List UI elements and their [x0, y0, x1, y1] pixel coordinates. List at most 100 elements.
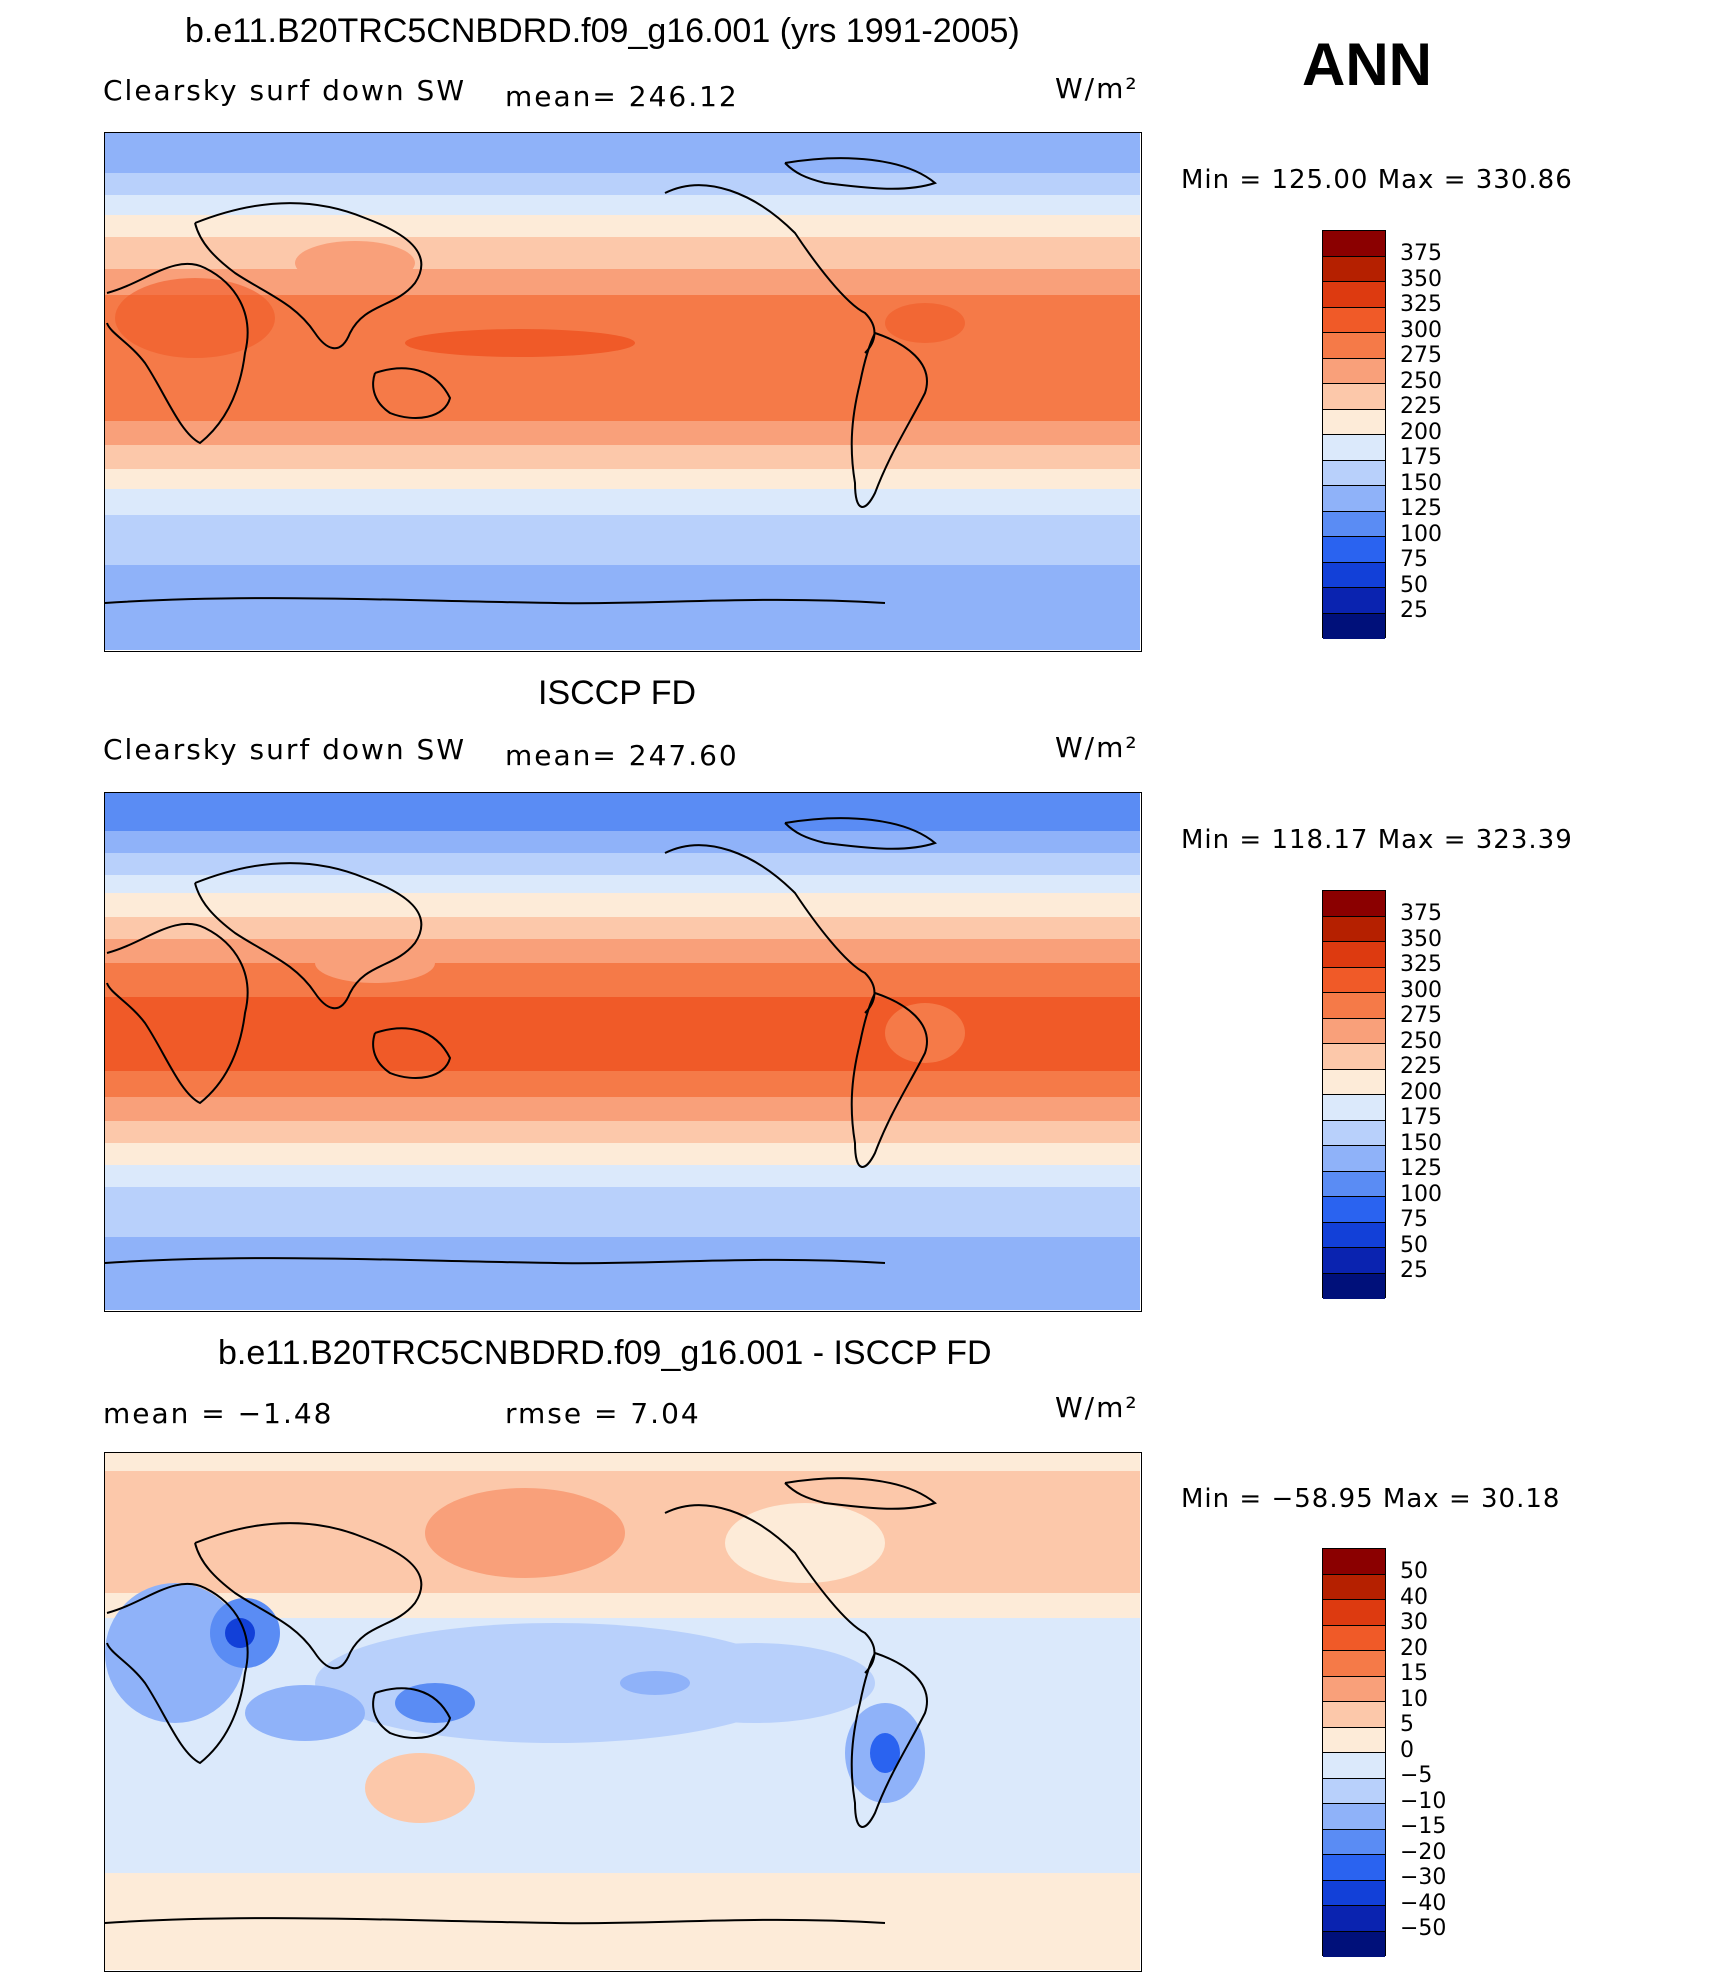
panel1-colorbar-swatch [1323, 486, 1385, 512]
panel1-colorbar-swatch [1323, 409, 1385, 435]
panel2-colorbar-swatch [1323, 891, 1385, 917]
panel3-map [104, 1452, 1142, 1972]
colorbar-tick-label: 5 [1400, 1712, 1414, 1737]
panel1-variable-label: Clearsky surf down SW [103, 74, 467, 107]
colorbar-tick-label: −50 [1400, 1916, 1447, 1941]
colorbar-tick-label: −30 [1400, 1865, 1447, 1890]
panel3-colorbar-swatch [1323, 1829, 1385, 1855]
colorbar-tick-label: 275 [1400, 1003, 1442, 1028]
panel1-colorbar-swatch [1323, 460, 1385, 486]
colorbar-tick-label: 100 [1400, 521, 1442, 547]
colorbar-tick-label: 325 [1400, 292, 1442, 317]
panel3-colorbar-swatch [1323, 1753, 1385, 1779]
panel1-colorbar-swatch [1323, 256, 1385, 282]
panel2-colorbar [1322, 890, 1386, 1299]
colorbar-tick-label: 350 [1400, 926, 1442, 952]
panel3-colorbar-swatch [1323, 1574, 1385, 1600]
panel1-colorbar-swatch [1323, 588, 1385, 614]
panel3-units-label: W/m² [1055, 1391, 1139, 1424]
colorbar-tick-label: 20 [1400, 1635, 1428, 1661]
colorbar-tick-label: 10 [1400, 1686, 1428, 1712]
colorbar-tick-label: 125 [1400, 496, 1442, 521]
colorbar-tick-label: 275 [1400, 343, 1442, 368]
panel3-colorbar-swatch [1323, 1855, 1385, 1881]
panel2-colorbar-swatch [1323, 942, 1385, 968]
colorbar-tick-label: 225 [1400, 1054, 1442, 1079]
panel3-minmax-label: Min = −58.95 Max = 30.18 [1181, 1484, 1561, 1514]
colorbar-tick-label: 250 [1400, 1028, 1442, 1054]
panel3-colorbar-swatch [1323, 1906, 1385, 1932]
panel2-units-label: W/m² [1055, 731, 1139, 764]
panel1-title: b.e11.B20TRC5CNBDRD.f09_g16.001 (yrs 199… [185, 12, 1020, 50]
colorbar-tick-label: 300 [1400, 317, 1442, 343]
panel2-colorbar-swatch [1323, 1069, 1385, 1095]
panel2-colorbar-swatch [1323, 967, 1385, 993]
panel2-variable-label: Clearsky surf down SW [103, 733, 467, 766]
panel2-colorbar-swatch [1323, 993, 1385, 1019]
panel2-colorbar-swatch [1323, 916, 1385, 942]
panel3-colorbar-swatch [1323, 1549, 1385, 1575]
panel3-title: b.e11.B20TRC5CNBDRD.f09_g16.001 - ISCCP … [218, 1334, 992, 1372]
colorbar-tick-label: 25 [1400, 1258, 1428, 1283]
colorbar-tick-label: 175 [1400, 1105, 1442, 1130]
colorbar-tick-label: 15 [1400, 1661, 1428, 1686]
colorbar-tick-label: 125 [1400, 1156, 1442, 1181]
colorbar-tick-label: 100 [1400, 1181, 1442, 1207]
panel3-colorbar-swatch [1323, 1727, 1385, 1753]
colorbar-tick-label: 50 [1400, 1232, 1428, 1258]
panel1-colorbar-swatch [1323, 333, 1385, 359]
panel2-colorbar-swatch [1323, 1171, 1385, 1197]
colorbar-tick-label: 150 [1400, 1130, 1442, 1156]
panel3-colorbar-swatch [1323, 1651, 1385, 1677]
panel1-units-label: W/m² [1055, 72, 1139, 105]
colorbar-tick-label: 200 [1400, 419, 1442, 445]
season-label: ANN [1302, 31, 1432, 98]
panel1-colorbar-swatch [1323, 231, 1385, 257]
panel1-colorbar-swatch [1323, 282, 1385, 308]
panel2-map [104, 792, 1142, 1312]
panel1-mean-label: mean= 246.12 [505, 80, 739, 113]
panel2-colorbar-swatch [1323, 1044, 1385, 1070]
panel3-colorbar-swatch [1323, 1702, 1385, 1728]
colorbar-tick-label: 375 [1400, 241, 1442, 266]
colorbar-tick-label: 250 [1400, 368, 1442, 394]
panel2-mean-label: mean= 247.60 [505, 739, 739, 772]
colorbar-tick-label: 175 [1400, 445, 1442, 470]
panel1-colorbar-swatch [1323, 537, 1385, 563]
panel1-colorbar [1322, 230, 1386, 639]
panel2-colorbar-swatch [1323, 1222, 1385, 1248]
panel3-colorbar-swatch [1323, 1931, 1385, 1957]
colorbar-tick-label: 350 [1400, 266, 1442, 292]
panel1-minmax-label: Min = 125.00 Max = 330.86 [1181, 165, 1573, 195]
colorbar-tick-label: −40 [1400, 1890, 1447, 1916]
panel3-mean-label: mean = −1.48 [103, 1397, 334, 1430]
colorbar-tick-label: −10 [1400, 1788, 1447, 1814]
panel1-colorbar-swatch [1323, 435, 1385, 461]
panel3-rmse-label: rmse = 7.04 [505, 1397, 701, 1430]
panel2-colorbar-swatch [1323, 1095, 1385, 1121]
colorbar-tick-label: −5 [1400, 1763, 1433, 1788]
panel3-colorbar [1322, 1548, 1386, 1957]
panel1-map [104, 132, 1142, 652]
colorbar-tick-label: 50 [1400, 572, 1428, 598]
panel3-colorbar-swatch [1323, 1625, 1385, 1651]
panel2-colorbar-swatch [1323, 1018, 1385, 1044]
panel2-minmax-label: Min = 118.17 Max = 323.39 [1181, 825, 1573, 855]
panel1-colorbar-swatch [1323, 511, 1385, 537]
panel2-colorbar-swatch [1323, 1146, 1385, 1172]
colorbar-tick-label: 375 [1400, 901, 1442, 926]
panel2-colorbar-swatch [1323, 1120, 1385, 1146]
panel2-title: ISCCP FD [538, 674, 697, 712]
colorbar-tick-label: 25 [1400, 598, 1428, 623]
panel1-colorbar-swatch [1323, 562, 1385, 588]
panel2-colorbar-swatch [1323, 1273, 1385, 1299]
panel3-colorbar-swatch [1323, 1676, 1385, 1702]
colorbar-tick-label: 300 [1400, 977, 1442, 1003]
panel1-colorbar-swatch [1323, 358, 1385, 384]
colorbar-tick-label: 225 [1400, 394, 1442, 419]
colorbar-tick-label: −15 [1400, 1814, 1447, 1839]
panel2-colorbar-swatch [1323, 1248, 1385, 1274]
colorbar-tick-label: 0 [1400, 1737, 1414, 1763]
panel1-colorbar-swatch [1323, 307, 1385, 333]
panel3-colorbar-swatch [1323, 1804, 1385, 1830]
